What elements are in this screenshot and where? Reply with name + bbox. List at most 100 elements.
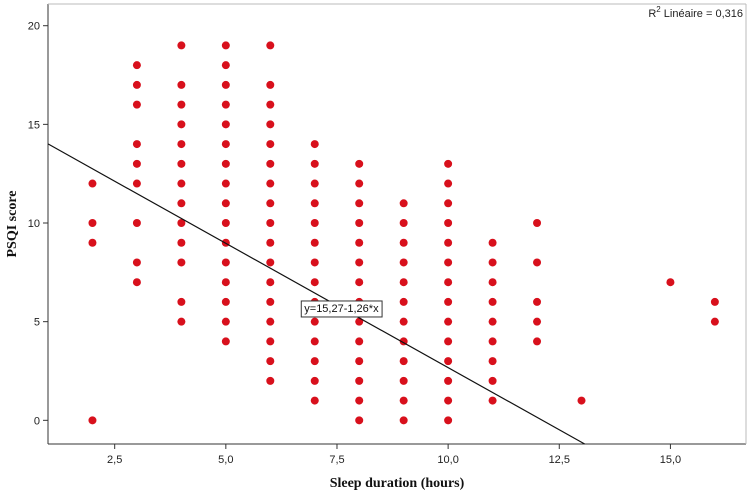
data-point bbox=[355, 219, 364, 228]
data-point bbox=[355, 376, 364, 385]
data-point bbox=[177, 120, 186, 129]
data-point bbox=[533, 337, 542, 346]
data-point bbox=[533, 219, 542, 228]
data-point bbox=[177, 140, 186, 149]
data-point bbox=[132, 80, 141, 89]
data-point bbox=[132, 100, 141, 109]
data-point bbox=[355, 396, 364, 405]
regression-equation: y=15,27-1,26*x bbox=[304, 303, 379, 315]
data-point bbox=[266, 278, 275, 287]
data-point bbox=[488, 258, 497, 267]
data-point bbox=[310, 159, 319, 168]
r-squared-sup: 2 bbox=[656, 5, 661, 14]
data-point bbox=[310, 219, 319, 228]
data-point bbox=[177, 80, 186, 89]
data-point bbox=[399, 258, 408, 267]
data-point bbox=[88, 416, 97, 425]
data-point bbox=[221, 159, 230, 168]
data-point bbox=[399, 278, 408, 287]
y-tick-label: 15 bbox=[28, 119, 40, 131]
data-point bbox=[266, 100, 275, 109]
y-tick-label: 0 bbox=[34, 415, 40, 427]
data-point bbox=[355, 278, 364, 287]
data-point bbox=[310, 179, 319, 188]
data-point bbox=[710, 317, 719, 326]
x-tick-label: 2,5 bbox=[107, 454, 122, 466]
data-point bbox=[221, 297, 230, 306]
data-point bbox=[488, 238, 497, 247]
data-point bbox=[355, 179, 364, 188]
y-tick-label: 10 bbox=[28, 218, 40, 230]
data-point bbox=[266, 297, 275, 306]
data-point bbox=[177, 258, 186, 267]
x-axis-title: Sleep duration (hours) bbox=[330, 476, 465, 491]
data-point bbox=[666, 278, 675, 287]
data-point bbox=[310, 278, 319, 287]
r-squared-r: R bbox=[648, 8, 656, 20]
data-point bbox=[266, 317, 275, 326]
data-point bbox=[221, 278, 230, 287]
data-point bbox=[399, 357, 408, 366]
data-point bbox=[221, 258, 230, 267]
data-point bbox=[177, 219, 186, 228]
data-point bbox=[221, 61, 230, 70]
data-point bbox=[266, 159, 275, 168]
data-point bbox=[132, 179, 141, 188]
data-point bbox=[177, 238, 186, 247]
data-point bbox=[488, 357, 497, 366]
data-point bbox=[444, 357, 453, 366]
data-point bbox=[266, 376, 275, 385]
data-point bbox=[132, 219, 141, 228]
data-point bbox=[310, 317, 319, 326]
regression-line bbox=[47, 143, 585, 445]
data-point bbox=[310, 337, 319, 346]
data-point bbox=[132, 258, 141, 267]
regression-equation-box: y=15,27-1,26*x bbox=[300, 300, 383, 318]
data-point bbox=[444, 297, 453, 306]
data-point bbox=[310, 140, 319, 149]
data-point bbox=[177, 159, 186, 168]
data-point bbox=[444, 159, 453, 168]
x-tick-label: 10,0 bbox=[437, 454, 458, 466]
data-point bbox=[355, 199, 364, 208]
data-point bbox=[177, 297, 186, 306]
data-points bbox=[88, 41, 719, 425]
r-squared-label: R2 Linéaire = 0,316 bbox=[648, 5, 743, 20]
data-point bbox=[533, 317, 542, 326]
data-point bbox=[488, 297, 497, 306]
x-tick-label: 15,0 bbox=[660, 454, 681, 466]
data-point bbox=[310, 238, 319, 247]
data-point bbox=[399, 219, 408, 228]
data-point bbox=[221, 41, 230, 50]
data-point bbox=[221, 317, 230, 326]
data-point bbox=[132, 140, 141, 149]
data-point bbox=[177, 41, 186, 50]
data-point bbox=[399, 396, 408, 405]
data-point bbox=[266, 140, 275, 149]
data-point bbox=[577, 396, 586, 405]
data-point bbox=[132, 61, 141, 70]
data-point bbox=[177, 317, 186, 326]
data-point bbox=[444, 219, 453, 228]
x-tick-label: 5,0 bbox=[218, 454, 233, 466]
y-axis-title: PSQI score bbox=[5, 190, 20, 257]
data-point bbox=[488, 396, 497, 405]
data-point bbox=[444, 278, 453, 287]
data-point bbox=[488, 317, 497, 326]
data-point bbox=[399, 376, 408, 385]
data-point bbox=[177, 179, 186, 188]
data-point bbox=[533, 297, 542, 306]
data-point bbox=[710, 297, 719, 306]
data-point bbox=[355, 238, 364, 247]
data-point bbox=[221, 100, 230, 109]
data-point bbox=[533, 258, 542, 267]
data-point bbox=[444, 376, 453, 385]
data-point bbox=[266, 238, 275, 247]
data-point bbox=[177, 100, 186, 109]
data-point bbox=[355, 357, 364, 366]
data-point bbox=[310, 376, 319, 385]
equation-box-frame bbox=[300, 300, 383, 318]
data-point bbox=[88, 238, 97, 247]
data-point bbox=[266, 179, 275, 188]
